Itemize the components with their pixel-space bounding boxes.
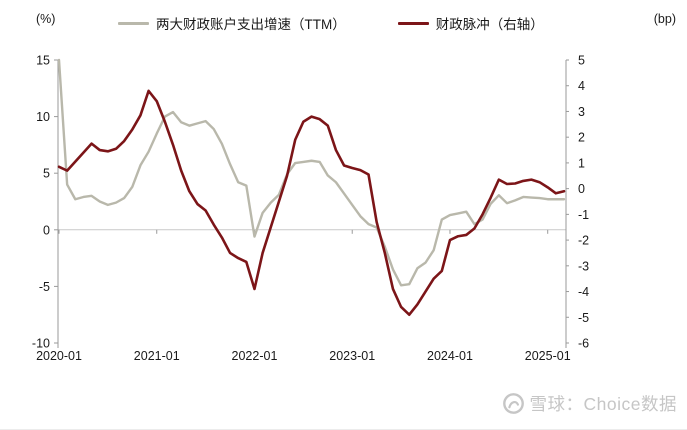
dark-red-line-swatch: [397, 21, 429, 25]
left-axis-tick-label: -5: [39, 280, 50, 294]
legend-label-fiscal-impulse: 财政脉冲（右轴）: [435, 17, 544, 32]
right-axis-tick-label: -5: [578, 311, 589, 325]
right-axis-tick-label: -2: [578, 234, 589, 248]
x-axis-tick-label: 2022-01: [232, 349, 278, 363]
right-axis-tick-label: 4: [578, 79, 585, 93]
right-axis-tick-label: -4: [578, 285, 589, 299]
legend-item-spending-growth: 两大财政账户支出增速（TTM）: [118, 13, 346, 33]
right-axis-tick-label: -1: [578, 208, 589, 222]
chart-legend: 两大财政账户支出增速（TTM） 财政脉冲（右轴）: [118, 13, 544, 33]
left-axis-unit-label: (%): [36, 12, 56, 26]
watermark-text: 雪球：Choice数据: [529, 394, 677, 414]
right-axis-tick-label: 1: [578, 156, 585, 170]
series-line-spending-growth: [57, 58, 566, 287]
data-source-watermark: 雪球：Choice数据: [502, 391, 677, 416]
right-axis-tick-label: 3: [578, 105, 585, 119]
x-axis-tick-label: 2020-01: [36, 349, 82, 363]
left-axis-tick-label: -10: [32, 337, 50, 351]
x-axis-tick-label: 2021-01: [134, 349, 180, 363]
gray-line-swatch: [118, 21, 149, 25]
legend-label-spending-growth: 两大财政账户支出增速（TTM）: [156, 17, 346, 32]
x-axis-tick-label: 2025-01: [525, 349, 571, 363]
x-axis-tick-label: 2023-01: [329, 349, 375, 363]
left-axis-tick-label: 5: [43, 167, 50, 181]
legend-item-fiscal-impulse: 财政脉冲（右轴）: [397, 13, 544, 33]
left-axis-tick-label: 0: [43, 223, 50, 237]
left-axis-tick-label: 10: [36, 110, 50, 124]
xueqiu-logo-icon: [502, 393, 524, 414]
left-axis-tick-label: 15: [36, 54, 50, 68]
x-axis-tick-label: 2024-01: [427, 349, 473, 363]
right-axis-tick-label: 2: [578, 131, 585, 145]
right-axis-unit-label: (bp): [653, 12, 676, 26]
right-axis-tick-label: 5: [578, 54, 585, 68]
right-axis-tick-label: 0: [578, 182, 585, 196]
series-line-fiscal-impulse: [57, 89, 566, 317]
right-axis-tick-label: -3: [578, 259, 589, 273]
right-axis-tick-label: -6: [578, 337, 589, 351]
